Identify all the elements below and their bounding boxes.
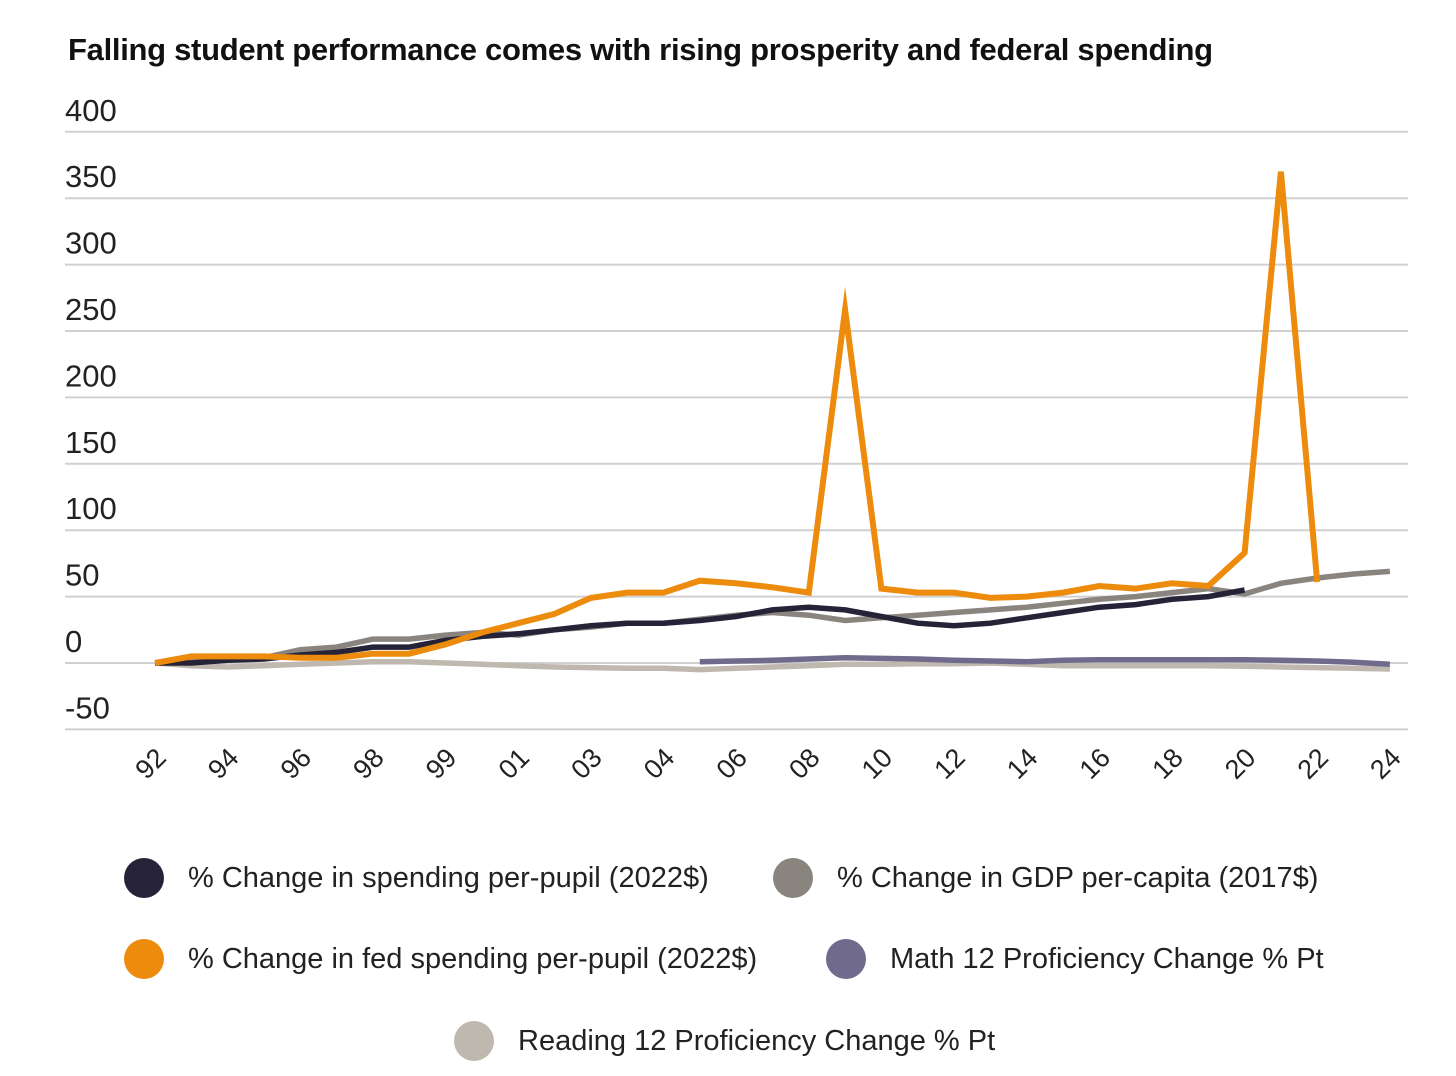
y-tick-label: 400 [65, 93, 117, 128]
y-tick-label: -50 [65, 690, 110, 725]
legend-label: % Change in spending per-pupil (2022$) [188, 861, 709, 894]
x-tick-label: 01 [493, 742, 535, 784]
x-tick-label: 98 [347, 742, 389, 784]
x-tick-label: 24 [1364, 742, 1406, 784]
legend-label: % Change in fed spending per-pupil (2022… [188, 942, 758, 975]
legend-item-gdp: % Change in GDP per-capita (2017$) [773, 858, 1318, 898]
x-tick-label: 99 [420, 742, 462, 784]
y-tick-label: 200 [65, 358, 117, 393]
x-tick-label: 22 [1292, 742, 1334, 784]
x-tick-label: 20 [1219, 742, 1261, 784]
x-tick-label: 16 [1074, 742, 1116, 784]
y-tick-label: 350 [65, 159, 117, 194]
series-line--change-in-fed-spending-per-pupil-2022 [154, 171, 1321, 666]
x-tick-label: 92 [129, 742, 171, 784]
x-tick-label: 03 [565, 742, 607, 784]
chart-title: Falling student performance comes with r… [68, 32, 1213, 67]
legend-marker-fed-spending [124, 939, 164, 979]
legend-label: Math 12 Proficiency Change % Pt [890, 942, 1324, 975]
legend-label: Reading 12 Proficiency Change % Pt [518, 1024, 996, 1057]
x-tick-label: 06 [711, 742, 753, 784]
x-tick-label: 08 [783, 742, 825, 784]
y-tick-label: 100 [65, 491, 117, 526]
x-tick-label: 04 [638, 742, 680, 784]
legend-marker-reading [454, 1021, 494, 1061]
x-tick-label: 96 [275, 742, 317, 784]
x-tick-label: 14 [1001, 742, 1043, 784]
x-tick-label: 94 [202, 742, 244, 784]
legend-marker-math [826, 939, 866, 979]
series-line--change-in-spending-per-pupil-2022 [155, 587, 1246, 666]
y-tick-label: 250 [65, 292, 117, 327]
legend-item-math: Math 12 Proficiency Change % Pt [826, 939, 1324, 979]
legend-item-fed-spending: % Change in fed spending per-pupil (2022… [124, 939, 757, 979]
y-tick-label: 150 [65, 425, 117, 460]
y-tick-label: 0 [65, 624, 82, 659]
x-tick-label: 10 [856, 742, 898, 784]
legend-item-reading: Reading 12 Proficiency Change % Pt [454, 1021, 995, 1061]
legend-item-spending: % Change in spending per-pupil (2022$) [124, 858, 709, 898]
y-tick-label: 300 [65, 226, 117, 261]
legend-marker-gdp [773, 858, 813, 898]
legend-marker-spending [124, 858, 164, 898]
x-tick-label: 18 [1146, 742, 1188, 784]
y-tick-label: 50 [65, 558, 99, 593]
legend-label: % Change in GDP per-capita (2017$) [837, 861, 1319, 894]
x-tick-label: 12 [928, 742, 970, 784]
series-line-reading-12-proficiency-change-pt [154, 658, 1390, 673]
series-line-math-12-proficiency-change-pt [699, 654, 1391, 668]
